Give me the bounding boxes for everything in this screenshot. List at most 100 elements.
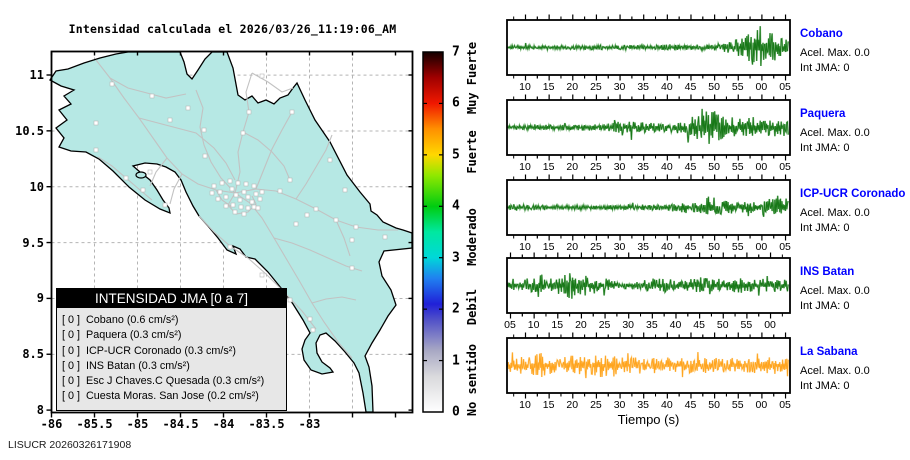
station-marker — [259, 189, 265, 195]
seismogram-time-tick: 35 — [637, 81, 650, 93]
station-marker — [382, 234, 388, 240]
seismogram-time-tick: 25 — [590, 241, 602, 253]
road — [295, 134, 333, 200]
station-marker — [235, 180, 241, 186]
station-marker — [223, 203, 229, 209]
station-marker — [223, 194, 229, 200]
seismogram-time-tick: 50 — [716, 319, 729, 331]
map-y-tick-label: 8 — [36, 403, 44, 418]
colorbar-tick-label: 0 — [452, 404, 460, 420]
map-x-tick-label: -86 — [40, 417, 63, 431]
seismogram-time-tick: 10 — [519, 241, 531, 253]
seismogram-time-tick: 55 — [740, 319, 753, 331]
legend-item: [ 0 ] Cuesta Moras. San Jose (0.2 cm/s²) — [62, 390, 259, 403]
seismogram-panel-4 — [506, 252, 791, 319]
station-marker — [241, 189, 247, 195]
waveform-trace — [507, 352, 789, 379]
seismogram-time-tick: 00 — [764, 319, 776, 331]
seismogram-time-tick: 45 — [684, 161, 697, 173]
costa-rica-landmass — [49, 51, 413, 413]
seismogram-time-tick: 05 — [779, 399, 791, 411]
station-marker — [215, 196, 221, 202]
seismogram-time-tick: 10 — [519, 399, 531, 411]
seismogram-time-tick: 50 — [708, 81, 720, 93]
station-marker — [202, 153, 208, 159]
station-marker — [313, 206, 319, 212]
station-marker — [327, 157, 333, 163]
legend-item: [ 0 ] Esc J Chaves.C Quesada (0.3 cm/s²) — [62, 375, 265, 388]
road — [198, 215, 317, 330]
coastline — [49, 51, 413, 413]
road — [149, 157, 168, 187]
station-marker — [217, 189, 223, 195]
station-marker — [209, 190, 215, 196]
map-x-tick-label: -84 — [212, 417, 235, 431]
seismogram-time-tick: 00 — [755, 161, 768, 173]
station-marker — [93, 120, 99, 126]
seismogram-time-tick: 20 — [575, 319, 587, 331]
station-marker — [349, 265, 355, 271]
map-x-tick-label: -84.5 — [162, 417, 199, 431]
road — [195, 89, 236, 194]
colorbar-tick-label: 7 — [452, 44, 460, 60]
seismogram-time-tick: 25 — [598, 319, 611, 331]
seismogram-time-tick: 25 — [590, 81, 602, 93]
station-name: La Sabana — [800, 346, 858, 358]
station-marker — [185, 105, 191, 111]
figure-id: LISUCR 20260326171908 — [8, 439, 132, 451]
seismogram-panel-1 — [506, 14, 791, 81]
station-accel-max: Acel. Max. 0.0 — [800, 365, 870, 377]
seismogram-time-tick: 20 — [566, 241, 579, 253]
station-name: Cobano — [800, 28, 843, 40]
seismogram-time-tick: 10 — [519, 161, 531, 173]
seismogram-time-tick: 00 — [755, 399, 768, 411]
station-accel-max: Acel. Max. 0.0 — [800, 285, 870, 297]
seismogram-time-tick: 20 — [566, 399, 579, 411]
station-marker — [259, 272, 265, 278]
station-int-jma: Int JMA: 0 — [800, 380, 850, 392]
station-marker — [233, 192, 239, 198]
seismogram-time-tick: 45 — [684, 399, 697, 411]
station-int-jma: Int JMA: 0 — [800, 62, 850, 74]
road — [95, 59, 236, 194]
station-marker — [230, 202, 236, 208]
road — [169, 173, 183, 205]
map-y-tick-label: 10.5 — [15, 123, 44, 138]
legend-item: [ 0 ] Cobano (0.6 cm/s²) — [62, 314, 179, 326]
road — [251, 72, 294, 93]
colorbar-category-label: Moderado — [465, 208, 479, 267]
map-x-tick-label: -83.5 — [248, 417, 285, 431]
station-markers — [93, 73, 388, 333]
station-marker — [253, 191, 259, 197]
road — [255, 111, 293, 190]
time-axis-label: Tiempo (s) — [617, 412, 680, 427]
station-accel-max: Acel. Max. 0.0 — [800, 127, 870, 139]
station-marker — [232, 209, 238, 215]
seismogram-time-tick: 15 — [542, 161, 555, 173]
map-x-tick-label: -83 — [298, 417, 321, 431]
station-accel-max: Acel. Max. 0.0 — [800, 47, 870, 59]
station-marker — [240, 130, 246, 136]
station-marker — [293, 221, 299, 227]
station-name: INS Batan — [800, 266, 855, 278]
station-int-jma: Int JMA: 0 — [800, 142, 850, 154]
station-marker — [246, 109, 252, 115]
seismogram-time-tick: 50 — [708, 399, 720, 411]
seismogram-time-tick: 10 — [519, 81, 531, 93]
seismogram-time-tick: 50 — [708, 161, 720, 173]
colorbar-gradient — [422, 51, 444, 413]
seismogram-time-tick: 15 — [542, 241, 555, 253]
map-title: Intensidad calculada el 2026/03/26_11:19… — [68, 22, 397, 36]
station-marker — [237, 197, 243, 203]
intensity-legend: INTENSIDAD JMA [0 a 7] [ 0 ] Cobano (0.6… — [56, 288, 287, 411]
road — [138, 117, 236, 181]
map-y-tick-label: 9.5 — [22, 235, 44, 250]
map-y-tick-label: 8.5 — [22, 347, 44, 362]
station-marker — [109, 81, 115, 87]
station-marker — [245, 205, 251, 211]
station-marker — [333, 217, 339, 223]
waveform-trace — [507, 26, 789, 67]
seismogram-time-tick: 45 — [684, 81, 697, 93]
station-marker — [304, 212, 310, 218]
